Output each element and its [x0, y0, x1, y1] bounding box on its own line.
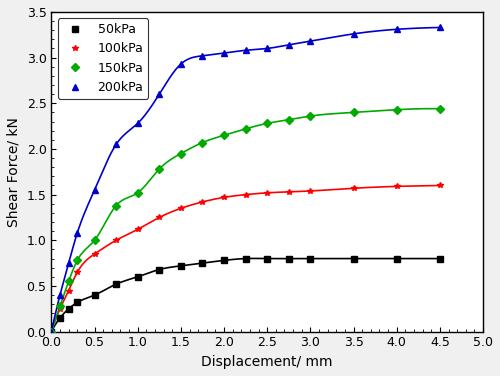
150kPa [178, 151, 184, 156]
150kPa [66, 279, 71, 284]
100kPa [242, 193, 248, 197]
100kPa [286, 190, 292, 194]
200kPa [242, 48, 248, 53]
100kPa [264, 191, 270, 195]
200kPa [264, 46, 270, 51]
150kPa [308, 114, 314, 118]
100kPa [221, 195, 227, 200]
150kPa [74, 258, 80, 263]
150kPa [113, 203, 119, 208]
100kPa [437, 183, 443, 188]
200kPa [394, 27, 400, 32]
50kPa [308, 256, 314, 261]
200kPa [308, 39, 314, 44]
100kPa [92, 252, 98, 256]
150kPa [264, 121, 270, 126]
100kPa [308, 189, 314, 193]
50kPa [48, 329, 54, 334]
100kPa [178, 206, 184, 211]
150kPa [92, 238, 98, 243]
200kPa [66, 261, 71, 265]
100kPa [113, 238, 119, 243]
Y-axis label: Shear Force/ kN: Shear Force/ kN [7, 117, 21, 227]
100kPa [200, 200, 205, 204]
50kPa [221, 258, 227, 263]
100kPa [57, 306, 63, 311]
100kPa [350, 186, 356, 191]
50kPa [437, 256, 443, 261]
150kPa [156, 167, 162, 171]
200kPa [221, 51, 227, 55]
50kPa [66, 306, 71, 311]
100kPa [156, 215, 162, 220]
200kPa [178, 62, 184, 66]
200kPa [113, 142, 119, 147]
Line: 150kPa: 150kPa [48, 106, 442, 334]
200kPa [134, 121, 140, 126]
150kPa [242, 127, 248, 131]
X-axis label: Displacement/ mm: Displacement/ mm [202, 355, 333, 369]
Legend: 50kPa, 100kPa, 150kPa, 200kPa: 50kPa, 100kPa, 150kPa, 200kPa [58, 18, 148, 99]
50kPa [264, 256, 270, 261]
100kPa [134, 227, 140, 232]
150kPa [221, 133, 227, 138]
50kPa [57, 316, 63, 320]
200kPa [92, 188, 98, 192]
Line: 50kPa: 50kPa [48, 256, 442, 334]
50kPa [92, 293, 98, 297]
50kPa [178, 264, 184, 268]
50kPa [156, 267, 162, 272]
50kPa [200, 261, 205, 265]
50kPa [394, 256, 400, 261]
50kPa [134, 274, 140, 279]
200kPa [200, 53, 205, 58]
150kPa [394, 108, 400, 112]
150kPa [286, 117, 292, 122]
150kPa [134, 191, 140, 195]
50kPa [74, 300, 80, 305]
200kPa [57, 293, 63, 297]
150kPa [200, 140, 205, 145]
100kPa [48, 329, 54, 334]
50kPa [286, 256, 292, 261]
100kPa [66, 288, 71, 293]
200kPa [437, 25, 443, 30]
200kPa [156, 92, 162, 96]
150kPa [350, 110, 356, 115]
200kPa [48, 329, 54, 334]
150kPa [57, 304, 63, 308]
200kPa [286, 42, 292, 47]
50kPa [113, 282, 119, 287]
100kPa [74, 270, 80, 274]
150kPa [48, 329, 54, 334]
150kPa [437, 106, 443, 111]
50kPa [242, 256, 248, 261]
Line: 200kPa: 200kPa [48, 25, 442, 334]
100kPa [394, 184, 400, 189]
200kPa [350, 32, 356, 36]
50kPa [350, 256, 356, 261]
Line: 100kPa: 100kPa [48, 183, 442, 334]
200kPa [74, 231, 80, 235]
